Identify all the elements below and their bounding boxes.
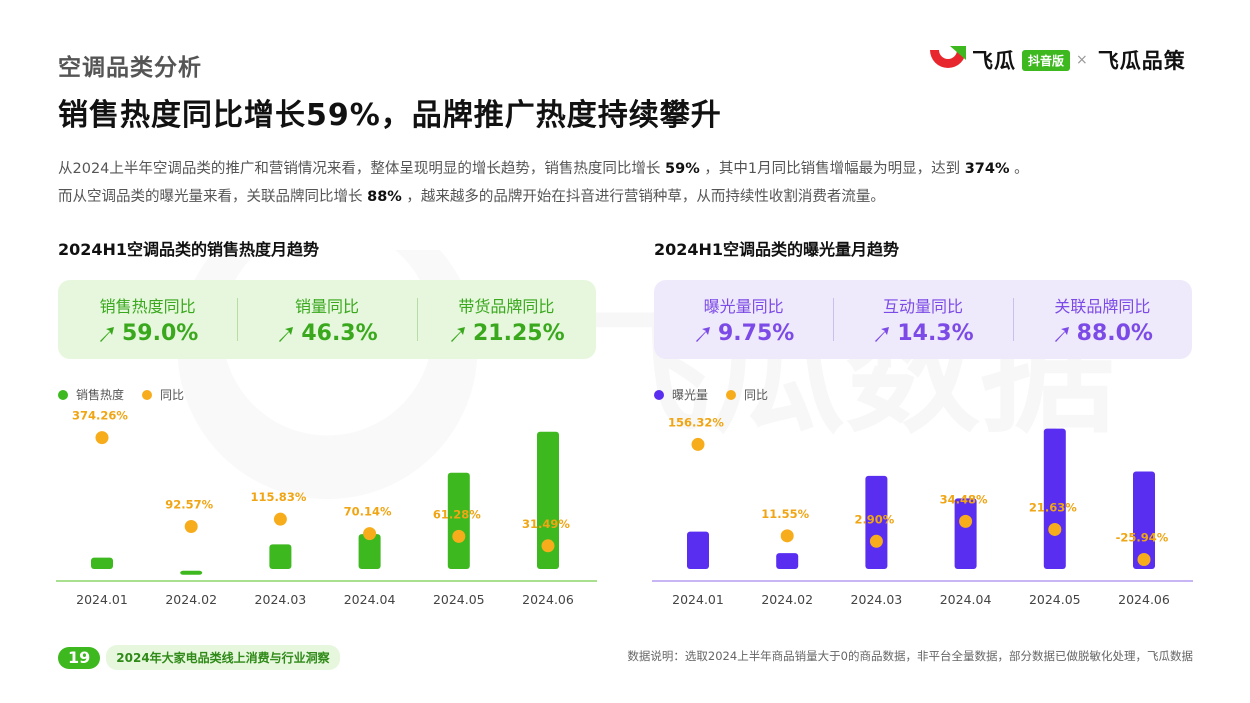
legend-item-yoy: 同比 <box>726 386 768 403</box>
up-arrow-icon <box>696 326 710 342</box>
bar-2024.02 <box>776 553 799 569</box>
yoy-dot-2024.01 <box>95 431 109 445</box>
x-tick-label: 2024.04 <box>940 592 992 607</box>
yoy-data-label: -25.94% <box>1116 530 1169 544</box>
yoy-dot-2024.06 <box>1137 552 1151 566</box>
yoy-dot-2024.02 <box>184 520 198 534</box>
yoy-dot-2024.04 <box>959 514 973 528</box>
up-arrow-icon <box>279 326 294 342</box>
bar-2024.03 <box>269 544 292 569</box>
yoy-dot-2024.03 <box>273 512 287 526</box>
kpi-interaction-yoy: 互动量同比 14.3% <box>833 280 1012 359</box>
up-arrow-icon <box>875 326 890 342</box>
right-legend: 曝光量 同比 <box>654 386 786 403</box>
kpi-volume-yoy: 销量同比 46.3% <box>237 280 416 359</box>
bar-2024.01 <box>687 531 709 569</box>
legend-swatch <box>654 389 664 400</box>
yoy-dot-2024.05 <box>1048 522 1062 536</box>
legend-item-sales-heat: 销售热度 <box>58 386 124 403</box>
data-note: 数据说明：选取2024上半年商品销量大于0的商品数据，非平台全量数据，部分数据已… <box>627 649 1193 663</box>
yoy-data-label: 11.55% <box>761 507 809 521</box>
x-tick-label: 2024.06 <box>522 592 574 607</box>
x-tick-label: 2024.02 <box>761 592 813 607</box>
up-arrow-icon <box>1054 326 1069 342</box>
logo-brand: 飞瓜 <box>972 49 1016 73</box>
right-panel-title: 2024H1空调品类的曝光量月趋势 <box>654 240 900 259</box>
left-panel-title: 2024H1空调品类的销售热度月趋势 <box>58 240 320 259</box>
left-kpi-box: 销售热度同比 59.0% 销量同比 46.3% 带货品牌同比 21.25% <box>58 280 596 359</box>
bar-2024.04 <box>954 498 977 569</box>
legend-swatch <box>142 389 153 400</box>
bar-2024.06 <box>1133 471 1155 569</box>
left-legend: 销售热度 同比 <box>58 386 202 403</box>
yoy-data-label: 31.49% <box>522 517 570 531</box>
yoy-dot-2024.03 <box>869 534 883 548</box>
bar-2024.05 <box>447 472 470 569</box>
yoy-data-label: 21.63% <box>1029 500 1077 514</box>
x-tick-label: 2024.06 <box>1118 592 1170 607</box>
bar-2024.05 <box>1043 428 1066 569</box>
x-tick-label: 2024.02 <box>165 592 217 607</box>
logo-times: × <box>1076 52 1088 68</box>
yoy-dot-2024.02 <box>780 529 794 543</box>
feigua-logo-icon <box>930 46 966 68</box>
exposure-chart: 2024.01 2024.02 2024.03 2024.04 2024.05 2024.… <box>652 415 1193 607</box>
x-tick-label: 2024.05 <box>1029 592 1081 607</box>
intro-line-2: 而从空调品类的曝光量来看，关联品牌同比增长 88% ，越来越多的品牌开始在抖音进… <box>58 189 885 205</box>
bar-2024.01 <box>91 557 113 569</box>
yoy-data-label: 34.48% <box>940 492 988 506</box>
yoy-dot-2024.01 <box>691 437 705 451</box>
brand-logo: 飞瓜 抖音版 × 飞瓜品策 <box>928 44 1186 76</box>
bar-2024.06 <box>537 431 559 569</box>
kpi-sales-heat-yoy: 销售热度同比 59.0% <box>58 280 237 359</box>
page-headline: 销售热度同比增长59%，品牌推广热度持续攀升 <box>58 98 722 133</box>
x-tick-label: 2024.03 <box>255 592 307 607</box>
yoy-data-label: 92.57% <box>165 498 213 512</box>
legend-item-yoy: 同比 <box>142 386 184 403</box>
legend-swatch <box>726 389 737 400</box>
yoy-dot-2024.05 <box>452 529 466 543</box>
x-tick-label: 2024.04 <box>344 592 396 607</box>
intro-paragraph: 从2024上半年空调品类的推广和营销情况来看，整体呈现明显的增长趋势，销售热度同… <box>58 155 1198 211</box>
footer: 19 2024年大家电品类线上消费与行业洞察 <box>58 645 340 670</box>
page-number: 19 <box>58 646 101 669</box>
yoy-data-label: 374.26% <box>72 409 128 423</box>
yoy-data-label: 61.28% <box>433 507 481 521</box>
yoy-dot-2024.06 <box>541 539 555 553</box>
x-tick-label: 2024.05 <box>433 592 485 607</box>
up-arrow-icon <box>451 326 465 342</box>
yoy-dot-2024.04 <box>363 527 377 541</box>
intro-line-1: 从2024上半年空调品类的推广和营销情况来看，整体呈现明显的增长趋势，销售热度同… <box>58 161 1029 177</box>
right-kpi-box: 曝光量同比 9.75% 互动量同比 14.3% 关联品牌同比 88.0% <box>654 280 1192 359</box>
x-tick-label: 2024.01 <box>76 592 128 607</box>
yoy-data-label: 2.90% <box>854 512 894 526</box>
logo-badge: 抖音版 <box>1022 49 1071 71</box>
section-label: 空调品类分析 <box>58 55 202 81</box>
legend-swatch <box>58 389 68 400</box>
kpi-related-brand-yoy: 关联品牌同比 88.0% <box>1012 280 1192 359</box>
bar-2024.02 <box>180 570 203 575</box>
yoy-data-label: 115.83% <box>250 490 306 504</box>
bar-2024.04 <box>358 534 381 569</box>
x-tick-label: 2024.03 <box>851 592 903 607</box>
bar-2024.03 <box>865 475 888 569</box>
report-name: 2024年大家电品类线上消费与行业洞察 <box>106 645 340 670</box>
logo-partner: 飞瓜品策 <box>1097 49 1186 73</box>
yoy-data-label: 156.32% <box>668 415 724 429</box>
x-tick-label: 2024.01 <box>672 592 724 607</box>
kpi-exposure-yoy: 曝光量同比 9.75% <box>654 280 833 359</box>
yoy-data-label: 70.14% <box>344 505 392 519</box>
kpi-brand-yoy: 带货品牌同比 21.25% <box>416 280 596 359</box>
sales-heat-chart: 2024.01 2024.02 2024.03 2024.04 2024.05 2024.… <box>56 409 597 607</box>
up-arrow-icon <box>100 326 114 342</box>
legend-item-exposure: 曝光量 <box>654 386 708 403</box>
